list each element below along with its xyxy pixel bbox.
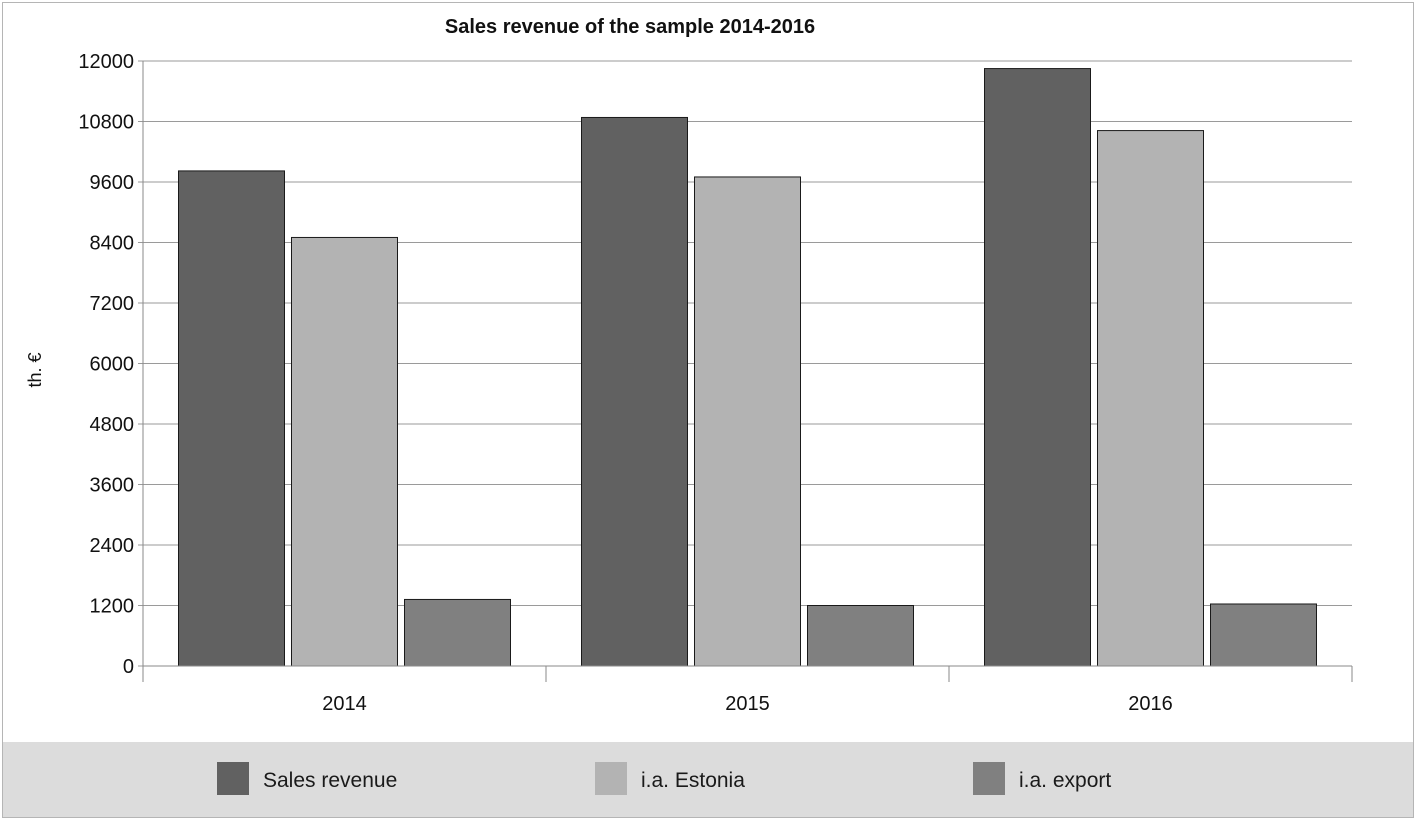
axes: 0 1200 2400 3600 4800 6000 7200 8400 9600 10800 12… (78, 51, 1353, 715)
bar (581, 116, 688, 667)
bar (1210, 603, 1317, 667)
y-tick-label: 0 (123, 656, 134, 678)
bar (291, 236, 398, 667)
y-tick-label: 1200 (90, 596, 135, 618)
legend: Sales revenue i.a. Estonia i.a. export (217, 762, 1111, 795)
chart-title: Sales revenue of the sample 2014-2016 (445, 16, 815, 38)
bar (178, 170, 285, 667)
y-tick-label: 12000 (78, 51, 134, 73)
y-tick-label: 8400 (90, 233, 135, 255)
x-tick-label: 2015 (725, 693, 770, 715)
y-tick-label: 4800 (90, 414, 135, 436)
legend-swatch (595, 762, 627, 795)
x-tick-label: 2014 (322, 693, 367, 715)
bar (1097, 130, 1204, 667)
legend-label: i.a. export (1019, 769, 1111, 792)
legend-label: Sales revenue (263, 769, 397, 792)
x-tick-label: 2016 (1128, 693, 1173, 715)
y-tick-label: 10800 (78, 112, 134, 134)
bar (984, 68, 1091, 667)
y-tick-label: 6000 (90, 354, 135, 376)
bars (178, 68, 1317, 667)
y-axis-label: th. € (25, 352, 45, 387)
legend-swatch (217, 762, 249, 795)
y-tick-label: 2400 (90, 535, 135, 557)
bar (694, 176, 801, 667)
legend-swatch (973, 762, 1005, 795)
legend-label: i.a. Estonia (641, 769, 745, 792)
y-tick-label: 9600 (90, 172, 135, 194)
y-tick-label: 3600 (90, 475, 135, 497)
bar (404, 598, 511, 667)
y-tick-label: 7200 (90, 293, 135, 315)
bar (807, 605, 914, 667)
